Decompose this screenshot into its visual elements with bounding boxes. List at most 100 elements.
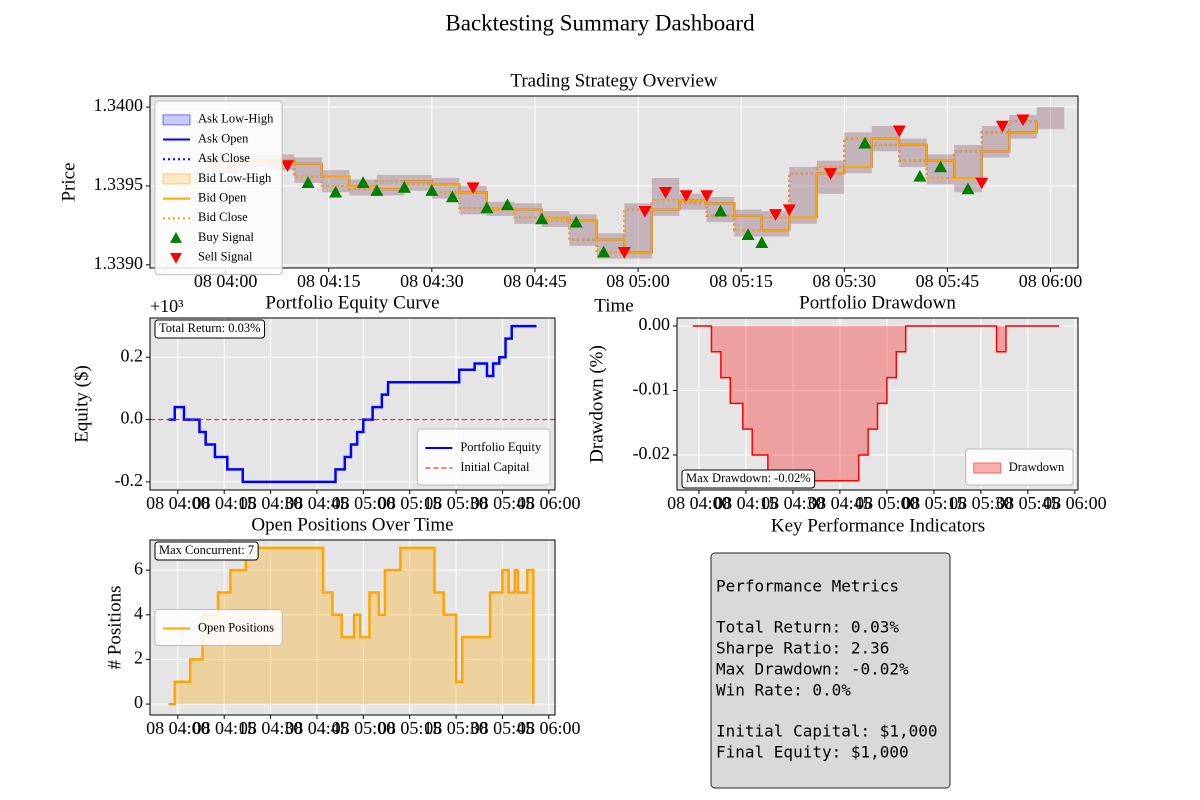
y-tick-label: 0.00 [639, 314, 671, 334]
range-band [569, 214, 597, 246]
signal-marker [700, 190, 714, 202]
legend-swatch [162, 114, 191, 126]
y-tick-label: 1.3390 [94, 253, 144, 273]
kpi-line: Win Rate: 0.0% [716, 681, 851, 700]
y-tick-label: -0.02 [633, 443, 671, 463]
annotation-box [154, 541, 259, 561]
y-tick-label: 6 [134, 558, 143, 578]
x-tick-label: 08 04:15 [297, 271, 361, 291]
range-band [514, 203, 542, 224]
x-tick-label: 08 04:15 [192, 718, 256, 738]
signal-marker [679, 190, 693, 202]
x-tick-label: 08 04:45 [285, 718, 349, 738]
legend-swatch [162, 173, 191, 185]
signal-marker [466, 182, 480, 195]
annotation-text: Max Drawdown: -0.02% [686, 471, 811, 485]
legend-label: Portfolio Equity [460, 440, 542, 454]
signal-marker [1016, 114, 1030, 127]
x-tick-label: 08 04:30 [400, 271, 464, 291]
x-tick-label: 08 06:00 [1019, 271, 1083, 291]
signal-marker [597, 245, 611, 258]
kpi-box [710, 552, 951, 789]
x-tick-label: 08 04:00 [194, 271, 258, 291]
x-tick-label: 08 05:45 [916, 271, 980, 291]
range-band [899, 138, 927, 168]
range-band [376, 174, 405, 196]
x-tick-label: 08 05:00 [606, 271, 670, 291]
range-band [899, 138, 927, 168]
signal-marker [301, 176, 315, 188]
signal-marker [934, 160, 948, 173]
y-tick-label: 0.0 [121, 408, 144, 428]
signal-marker [975, 177, 989, 190]
signal-marker [425, 184, 439, 196]
y-tick-label: 1.3395 [94, 174, 144, 194]
legend-label: Buy Signal [198, 230, 254, 244]
chart-title: Portfolio Drawdown [799, 292, 956, 313]
signal-marker [755, 236, 769, 248]
x-tick-label: 08 05:30 [813, 271, 877, 291]
legend-swatch [170, 232, 182, 243]
y-axis-label: Price [58, 162, 79, 201]
legend-box [416, 428, 551, 486]
x-tick-label: 08 05:45 [996, 493, 1060, 513]
x-tick-label: 08 05:00 [332, 493, 396, 513]
x-tick-label: 08 06:00 [517, 718, 581, 738]
signal-marker [892, 125, 906, 138]
y-tick-label: 4 [134, 603, 143, 623]
y-tick-label: -0.2 [115, 470, 144, 490]
signal-marker [782, 204, 796, 217]
axis-offset: +10³ [150, 296, 184, 316]
range-band [981, 125, 1010, 158]
signal-marker [995, 120, 1009, 133]
y-axis-label: Equity ($) [71, 365, 92, 443]
range-band [789, 167, 817, 224]
data-layer [692, 325, 1060, 482]
x-tick-label: 08 05:30 [949, 493, 1013, 513]
plot-frame [149, 317, 556, 491]
kpi-line: Max Drawdown: -0.02% [716, 660, 909, 679]
kpi-line: Initial Capital: $1,000 [716, 722, 938, 741]
signal-marker [356, 176, 370, 188]
range-band [789, 167, 817, 224]
series-line [168, 324, 537, 484]
legend: Ask Low-High Ask Open Ask Close Bid Low-Hig… [154, 100, 283, 276]
legend-swatch [170, 252, 182, 264]
range-band [981, 125, 1010, 158]
x-tick-label: 08 05:00 [855, 493, 919, 513]
dashboard-title: Backtesting Summary Dashboard [445, 10, 755, 35]
x-tick-label: 08 04:00 [146, 718, 210, 738]
legend-label: Bid Close [198, 210, 248, 224]
range-band [376, 174, 405, 196]
plot-frame [676, 317, 1079, 491]
legend-label: Ask Open [198, 131, 249, 145]
y-tick-label: 0 [134, 692, 143, 712]
x-tick-label: 08 05:30 [424, 718, 488, 738]
signal-marker [714, 204, 728, 217]
legend-box [154, 100, 283, 276]
legend: Drawdown [965, 448, 1074, 486]
x-tick-label: 08 05:15 [902, 493, 966, 513]
range-band [404, 174, 432, 191]
signal-marker [370, 184, 384, 196]
legend-label: Sell Signal [198, 250, 253, 264]
signal-marker [535, 212, 549, 225]
annotation: Total Return: 0.03% [154, 319, 266, 339]
legend-label: Bid Low-High [198, 171, 272, 185]
x-tick-label: 08 04:15 [192, 493, 256, 513]
signal-marker [500, 198, 514, 211]
x-tick-label: 08 05:00 [332, 718, 396, 738]
legend: Open Positions [154, 609, 283, 646]
legend: Portfolio Equity Initial Capital [416, 428, 551, 486]
signal-marker [769, 209, 783, 221]
x-tick-label: 08 04:15 [714, 493, 778, 513]
legend-label: Initial Capital [460, 460, 530, 474]
y-tick-label: 0.2 [121, 345, 144, 365]
legend-label: Ask Close [198, 151, 250, 165]
plot-frame [149, 95, 1079, 269]
chart-title: Trading Strategy Overview [510, 70, 717, 91]
signal-marker [445, 190, 459, 203]
